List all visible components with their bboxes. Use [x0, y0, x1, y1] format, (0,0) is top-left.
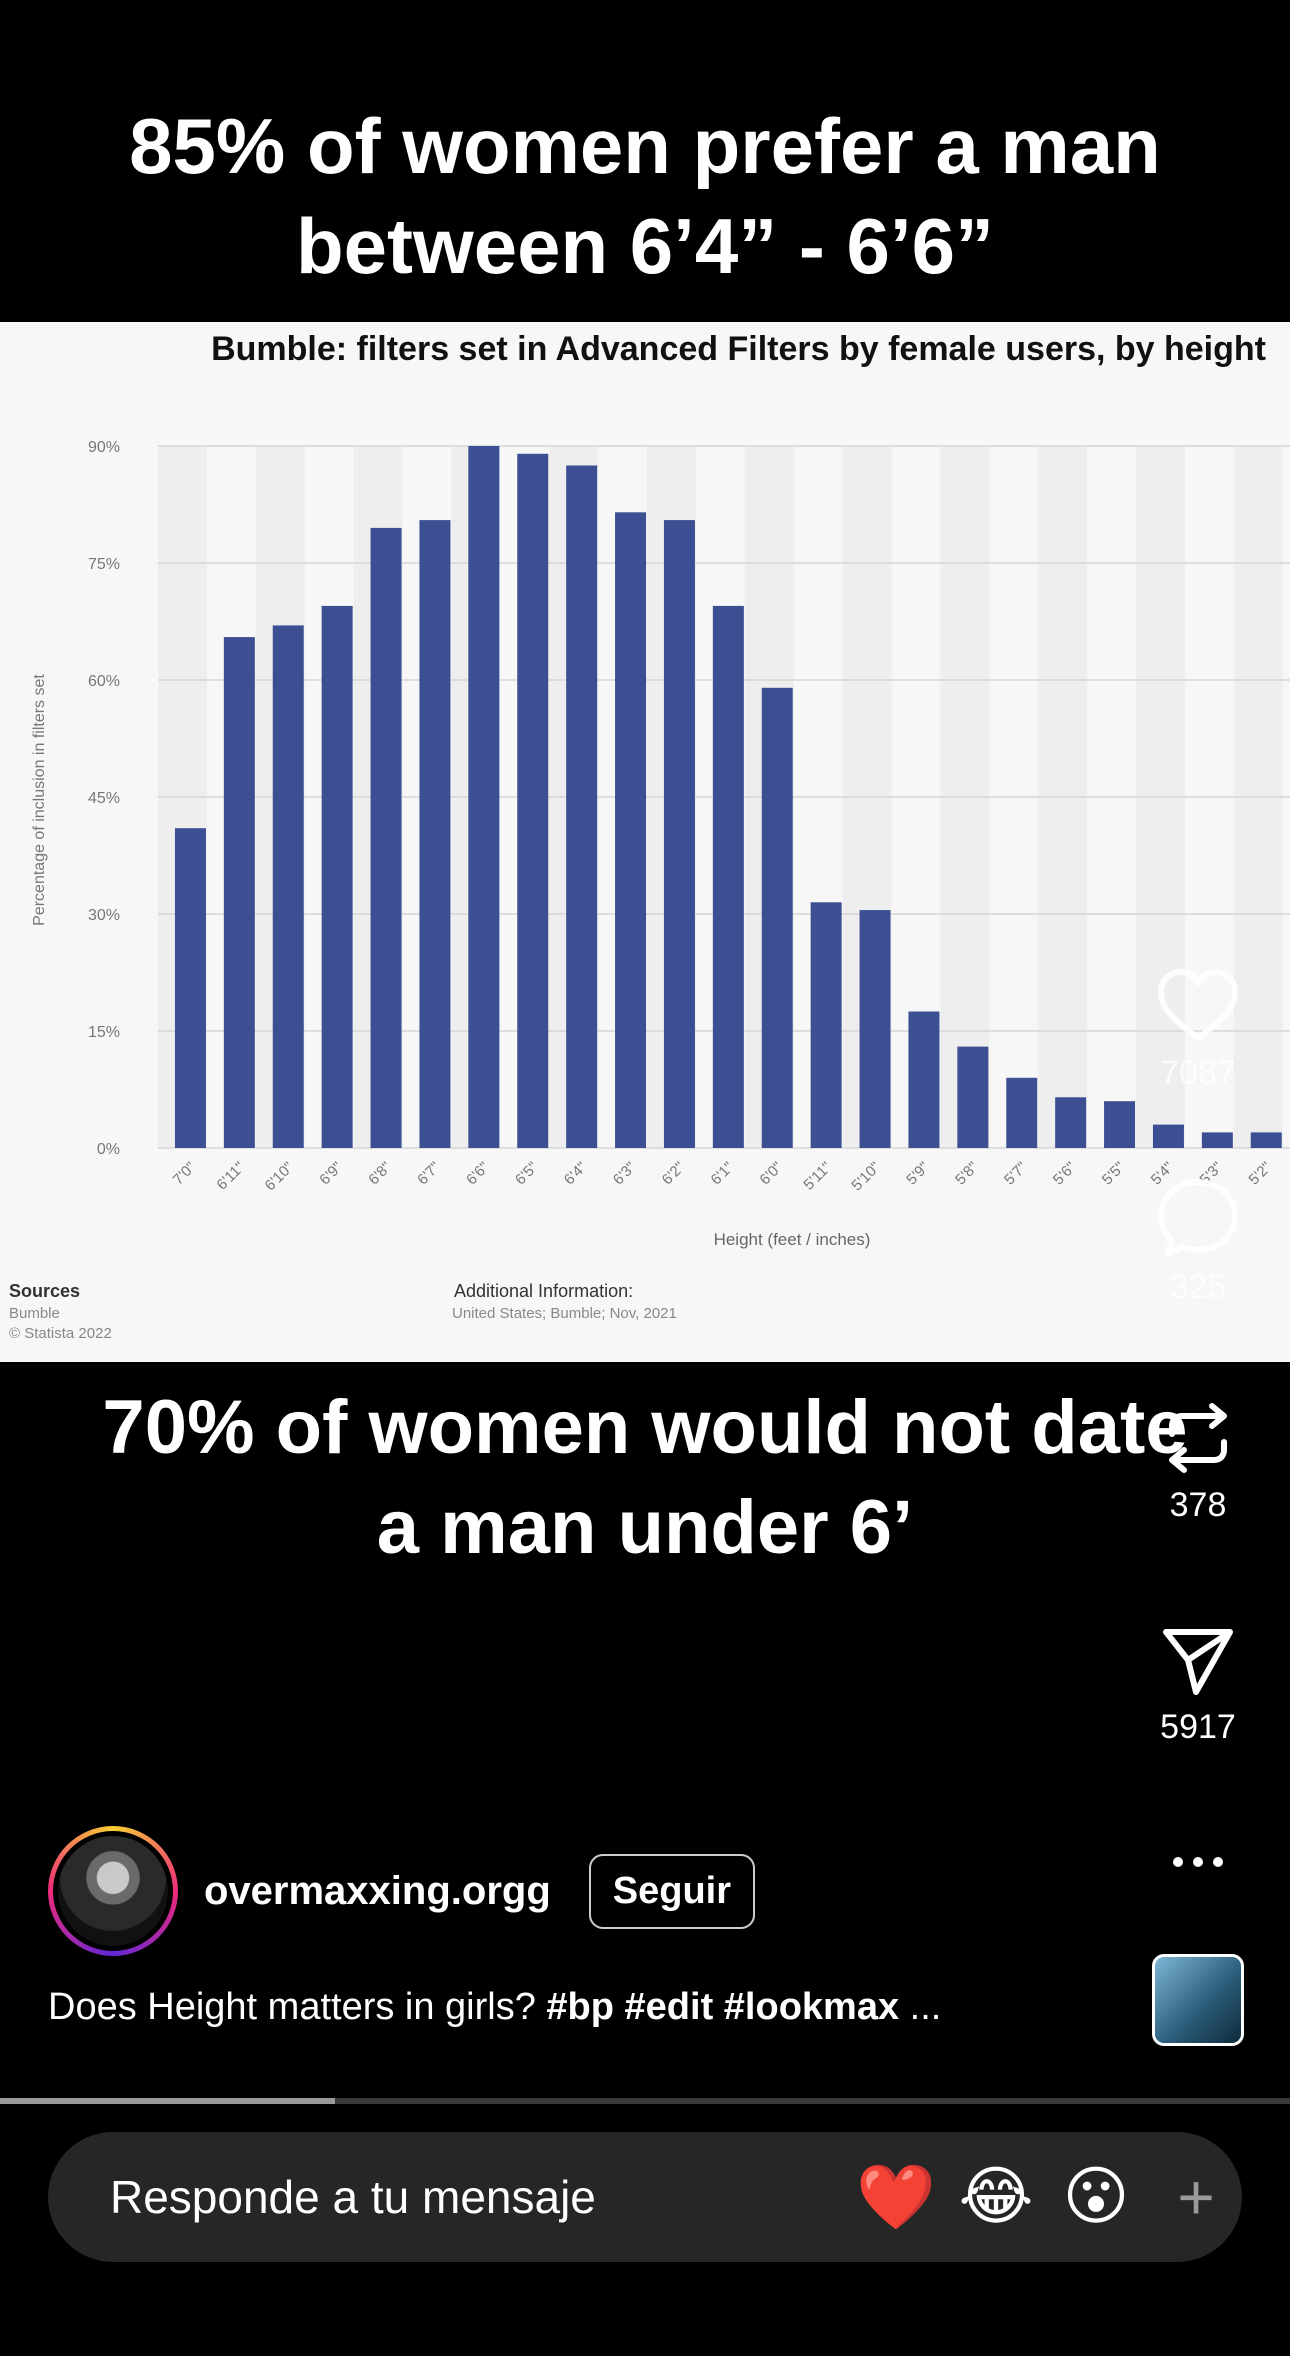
chart-title: Bumble: filters set in Advanced Filters … — [211, 330, 1266, 368]
bar-0 — [174, 828, 206, 1148]
additional-info-text: United States; Bumble; Nov, 2021 — [452, 1305, 677, 1322]
headline-bottom-line-2: a man under 6’ — [376, 1485, 914, 1570]
chart-image: Bumble: filters set in Advanced Filters … — [0, 322, 1290, 1362]
more-dots-icon[interactable] — [1168, 1852, 1228, 1872]
bar-16 — [957, 1046, 989, 1148]
source-line-2: © Statista 2022 — [9, 1325, 112, 1342]
bar-7 — [517, 453, 549, 1148]
bar-11 — [712, 605, 744, 1148]
additional-info-label: Additional Information: — [454, 1281, 633, 1301]
like-action[interactable]: 7087 — [1128, 966, 1268, 1093]
headline-top-line-1: 85% of women prefer a man — [129, 102, 1161, 190]
headline-bottom-line-1: 70% of women would not date — [102, 1385, 1188, 1470]
bar-1 — [223, 637, 255, 1148]
avatar[interactable] — [48, 1826, 178, 1956]
bar-13 — [810, 902, 842, 1148]
like-count: 7087 — [1160, 1054, 1236, 1092]
caption-more[interactable]: ... — [899, 1986, 942, 2028]
y-tick-label: 90% — [88, 439, 120, 456]
share-count: 5917 — [1160, 1708, 1236, 1746]
headline-top: 85% of women prefer a man between 6’4” -… — [0, 96, 1290, 296]
caption[interactable]: Does Height matters in girls? #bp #edit … — [48, 1986, 941, 2029]
bar-3 — [321, 605, 353, 1148]
bar-5 — [419, 520, 451, 1148]
video-progress-fill — [0, 2098, 336, 2104]
reply-input[interactable] — [110, 2170, 750, 2224]
repost-count: 378 — [1169, 1486, 1227, 1524]
bar-9 — [615, 512, 647, 1148]
bar-20 — [1152, 1124, 1184, 1148]
bar-10 — [663, 520, 695, 1148]
quick-reaction-laugh[interactable]: 😂 — [958, 2160, 1034, 2234]
bar-4 — [370, 527, 402, 1148]
headline-bottom: 70% of women would not date a man under … — [0, 1378, 1290, 1578]
bar-15 — [908, 1011, 940, 1148]
audio-thumbnail[interactable] — [1152, 1954, 1244, 2046]
bar-6 — [468, 446, 500, 1148]
bar-12 — [761, 687, 793, 1148]
repost-action[interactable]: 378 — [1128, 1398, 1268, 1525]
author-row: overmaxxing.orgg Seguir — [48, 1826, 756, 1956]
more-options[interactable] — [1128, 1852, 1268, 1872]
video-progress-bar[interactable] — [0, 2098, 1290, 2104]
bar-18 — [1055, 1097, 1087, 1148]
add-reaction-button[interactable]: + — [1177, 2161, 1215, 2233]
comment-bubble-icon[interactable] — [1155, 1176, 1241, 1260]
share-action[interactable]: 5917 — [1128, 1624, 1268, 1747]
y-tick-label: 45% — [88, 790, 120, 807]
y-tick-label: 60% — [88, 673, 120, 690]
caption-hashtags[interactable]: #bp #edit #lookmax — [546, 1986, 900, 2028]
y-tick-label: 15% — [88, 1024, 120, 1041]
bar-17 — [1006, 1077, 1038, 1148]
y-tick-label: 0% — [97, 1141, 120, 1158]
heart-icon[interactable] — [1155, 966, 1241, 1046]
bar-chart: Bumble: filters set in Advanced Filters … — [0, 322, 1290, 1362]
follow-button[interactable]: Seguir — [588, 1853, 756, 1929]
bar-8 — [566, 465, 598, 1148]
bar-2 — [272, 625, 304, 1148]
quick-reaction-wow[interactable]: 😮 — [1062, 2160, 1130, 2234]
reply-bar: ❤️ 😂 😮 + — [48, 2132, 1242, 2262]
y-tick-label: 75% — [88, 556, 120, 573]
comment-action[interactable]: 325 — [1128, 1176, 1268, 1307]
bar-22 — [1250, 1132, 1282, 1148]
send-icon[interactable] — [1158, 1624, 1238, 1700]
bar-21 — [1201, 1132, 1233, 1148]
bar-19 — [1104, 1101, 1136, 1148]
repost-icon[interactable] — [1158, 1398, 1238, 1478]
headline-top-line-2: between 6’4” - 6’6” — [296, 202, 994, 290]
bar-14 — [859, 910, 891, 1148]
chart-ylabel: Percentage of inclusion in filters set — [31, 674, 48, 926]
comment-count: 325 — [1169, 1268, 1227, 1306]
chart-xlabel: Height (feet / inches) — [714, 1230, 871, 1249]
sources-label: Sources — [9, 1281, 80, 1301]
source-line-1: Bumble — [9, 1305, 60, 1322]
caption-text: Does Height matters in girls? — [48, 1986, 547, 2028]
quick-reaction-heart[interactable]: ❤️ — [856, 2160, 936, 2235]
username[interactable]: overmaxxing.orgg — [204, 1868, 551, 1913]
y-tick-label: 30% — [88, 907, 120, 924]
